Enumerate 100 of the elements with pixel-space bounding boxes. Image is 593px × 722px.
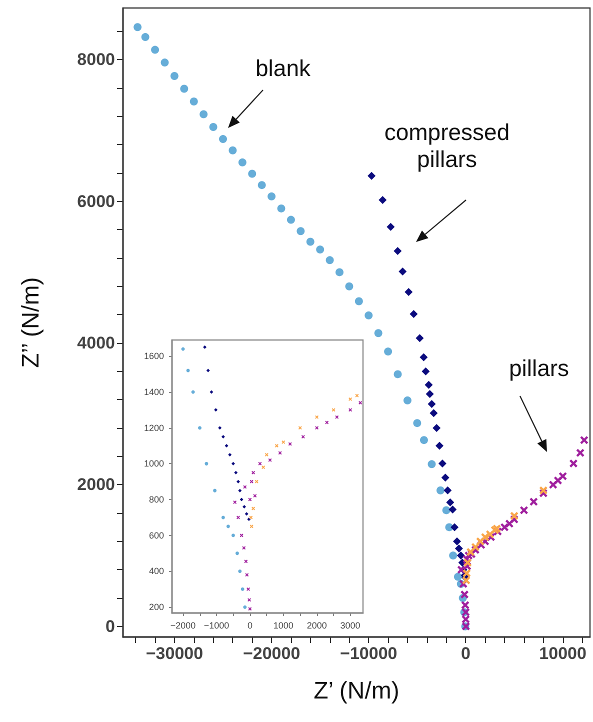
point: [452, 537, 461, 546]
point: [204, 462, 208, 466]
point: [558, 472, 567, 480]
point: [243, 605, 247, 609]
point: [278, 451, 282, 455]
point: [238, 488, 242, 492]
point: [264, 452, 268, 456]
point: [335, 415, 339, 419]
point: [345, 282, 354, 290]
y-tick-label: 8000: [77, 50, 115, 70]
point: [456, 552, 465, 560]
point: [426, 390, 434, 398]
point: [454, 544, 463, 552]
point: [248, 170, 256, 178]
point: [446, 498, 454, 506]
x-tick-label: 10000: [539, 644, 586, 663]
point: [422, 367, 430, 376]
point: [228, 452, 232, 456]
point: [576, 448, 584, 457]
point: [268, 192, 276, 200]
point: [210, 390, 214, 394]
point: [462, 615, 470, 624]
point: [325, 420, 329, 424]
point: [358, 400, 362, 404]
x-tick-label: 0: [247, 620, 252, 630]
point: [394, 246, 402, 255]
point: [244, 560, 248, 564]
point: [244, 512, 248, 516]
point: [332, 408, 336, 412]
point: [450, 523, 459, 532]
point: [364, 311, 373, 320]
point: [374, 329, 382, 338]
point: [316, 246, 324, 254]
point: [432, 424, 441, 432]
point: [243, 485, 247, 489]
point: [250, 524, 254, 528]
point: [170, 72, 178, 80]
y-tick-label: 600: [148, 530, 164, 540]
point: [226, 524, 230, 528]
x-tick-label: 1000: [273, 620, 294, 630]
x-tick-label: −10000: [340, 644, 398, 663]
x-tick-label: 0: [460, 644, 470, 663]
point: [386, 222, 395, 231]
point: [151, 46, 160, 54]
point: [254, 480, 258, 484]
point: [282, 440, 286, 444]
y-tick-label: 1000: [144, 458, 164, 469]
point: [298, 426, 302, 430]
x-tick-label: −20000: [242, 644, 300, 663]
point: [444, 486, 452, 494]
point: [394, 370, 402, 378]
point: [315, 426, 319, 430]
point: [228, 146, 237, 154]
point: [213, 488, 217, 492]
annotation: pillars: [508, 355, 570, 381]
x-tick-label: 2000: [306, 620, 327, 630]
point: [252, 470, 256, 474]
point: [326, 256, 334, 264]
point: [160, 58, 169, 67]
y-tick-label: 1400: [144, 386, 164, 397]
point: [240, 498, 244, 502]
point: [253, 494, 257, 498]
point: [449, 552, 458, 560]
point: [420, 436, 428, 444]
y-tick-label: 2000: [77, 475, 115, 494]
point: [224, 444, 228, 448]
point: [436, 486, 444, 494]
point: [580, 436, 588, 444]
point: [191, 390, 195, 394]
point: [277, 204, 286, 212]
point: [234, 470, 238, 474]
point: [336, 268, 344, 276]
point: [248, 598, 252, 602]
point: [410, 310, 418, 318]
point: [288, 442, 292, 446]
point: [214, 408, 218, 412]
point: [413, 419, 422, 428]
point: [238, 158, 246, 166]
point: [461, 601, 470, 610]
point: [462, 576, 470, 584]
point: [286, 216, 295, 224]
point: [221, 516, 225, 520]
point: [262, 466, 266, 470]
point: [569, 459, 578, 468]
point: [242, 504, 246, 508]
point: [530, 498, 538, 506]
annotation: compressed pillars: [384, 119, 510, 172]
point: [198, 426, 202, 430]
point: [378, 196, 387, 204]
y-tick-label: 1200: [144, 422, 164, 433]
point: [203, 345, 207, 349]
y-tick-label: 800: [148, 494, 164, 505]
point: [448, 506, 457, 514]
point: [471, 543, 480, 552]
point: [248, 498, 252, 502]
point: [368, 172, 376, 180]
y-tick-label: 6000: [77, 192, 115, 211]
point: [218, 426, 222, 430]
point: [134, 23, 142, 32]
point: [348, 397, 352, 401]
